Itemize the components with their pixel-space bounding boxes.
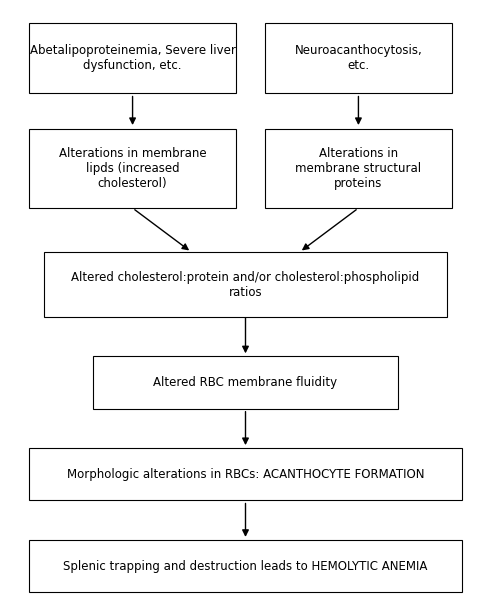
Text: Splenic trapping and destruction leads to HEMOLYTIC ANEMIA: Splenic trapping and destruction leads t… bbox=[63, 559, 428, 573]
Text: Alterations in membrane
lipds (increased
cholesterol): Alterations in membrane lipds (increased… bbox=[59, 147, 206, 190]
FancyBboxPatch shape bbox=[29, 540, 462, 592]
Text: Morphologic alterations in RBCs: ACANTHOCYTE FORMATION: Morphologic alterations in RBCs: ACANTHO… bbox=[67, 468, 424, 481]
Text: Altered RBC membrane fluidity: Altered RBC membrane fluidity bbox=[153, 376, 337, 389]
FancyBboxPatch shape bbox=[29, 448, 462, 501]
FancyBboxPatch shape bbox=[93, 356, 398, 409]
Text: Altered cholesterol:protein and/or cholesterol:phospholipid
ratios: Altered cholesterol:protein and/or chole… bbox=[71, 271, 420, 299]
FancyBboxPatch shape bbox=[44, 252, 447, 317]
Text: Neuroacanthocytosis,
etc.: Neuroacanthocytosis, etc. bbox=[295, 44, 422, 72]
FancyBboxPatch shape bbox=[29, 23, 236, 93]
FancyBboxPatch shape bbox=[265, 129, 452, 208]
FancyBboxPatch shape bbox=[29, 129, 236, 208]
Text: Abetalipoproteinemia, Severe liver
dysfunction, etc.: Abetalipoproteinemia, Severe liver dysfu… bbox=[29, 44, 236, 72]
Text: Alterations in
membrane structural
proteins: Alterations in membrane structural prote… bbox=[296, 147, 421, 190]
FancyBboxPatch shape bbox=[265, 23, 452, 93]
